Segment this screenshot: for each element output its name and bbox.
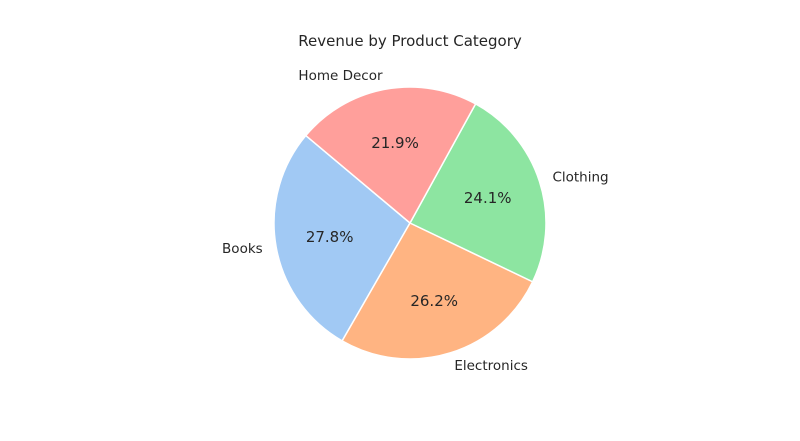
percent-label-electronics: 26.2%: [410, 292, 458, 310]
category-labels: Books Electronics Clothing Home Decor: [222, 68, 609, 374]
percent-label-clothing: 24.1%: [464, 189, 512, 207]
chart-title: Revenue by Product Category: [298, 32, 522, 50]
percent-labels: 27.8% 26.2% 24.1% 21.9%: [306, 134, 512, 310]
slice-electronics: [341, 222, 534, 360]
category-label-home-decor: Home Decor: [298, 68, 383, 84]
percent-label-home-decor: 21.9%: [371, 134, 419, 152]
slice-clothing: [408, 102, 547, 283]
percent-label-books: 27.8%: [306, 228, 354, 246]
category-label-books: Books: [222, 241, 263, 257]
pie-slices: [273, 86, 547, 360]
slice-books: [273, 134, 411, 342]
category-label-clothing: Clothing: [552, 169, 608, 185]
category-label-electronics: Electronics: [454, 358, 528, 374]
slice-home-decor: [304, 86, 477, 225]
